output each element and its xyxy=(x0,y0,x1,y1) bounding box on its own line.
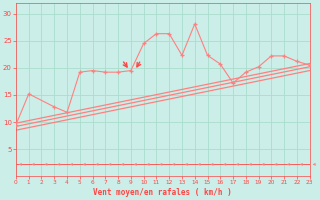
X-axis label: Vent moyen/en rafales ( km/h ): Vent moyen/en rafales ( km/h ) xyxy=(93,188,232,197)
